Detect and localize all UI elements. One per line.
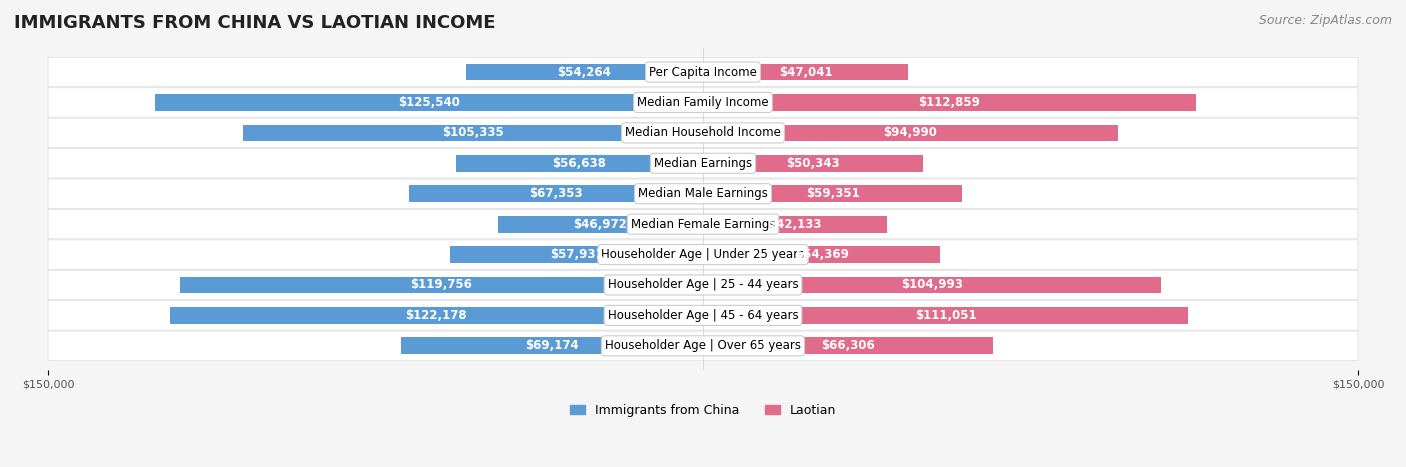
Bar [465, 64, 703, 80]
Text: Per Capita Income: Per Capita Income [650, 65, 756, 78]
Bar [703, 276, 1161, 293]
Text: $69,174: $69,174 [524, 340, 579, 352]
FancyBboxPatch shape [48, 331, 1358, 361]
FancyBboxPatch shape [48, 149, 1358, 178]
Text: $57,931: $57,931 [550, 248, 603, 261]
Text: Median Household Income: Median Household Income [626, 127, 780, 139]
Text: Median Male Earnings: Median Male Earnings [638, 187, 768, 200]
Text: $66,306: $66,306 [821, 340, 875, 352]
Text: Householder Age | 45 - 64 years: Householder Age | 45 - 64 years [607, 309, 799, 322]
Bar [703, 125, 1118, 141]
Text: $119,756: $119,756 [411, 278, 472, 291]
Text: $54,264: $54,264 [558, 65, 612, 78]
Text: $46,972: $46,972 [574, 218, 627, 231]
Text: $125,540: $125,540 [398, 96, 460, 109]
Bar [703, 64, 908, 80]
Text: Householder Age | 25 - 44 years: Householder Age | 25 - 44 years [607, 278, 799, 291]
Text: IMMIGRANTS FROM CHINA VS LAOTIAN INCOME: IMMIGRANTS FROM CHINA VS LAOTIAN INCOME [14, 14, 495, 32]
Text: $54,369: $54,369 [794, 248, 849, 261]
Text: $56,638: $56,638 [553, 157, 606, 170]
Text: Source: ZipAtlas.com: Source: ZipAtlas.com [1258, 14, 1392, 27]
Bar [170, 307, 703, 324]
Bar [703, 155, 922, 172]
Text: $111,051: $111,051 [915, 309, 976, 322]
Bar [703, 185, 962, 202]
Text: Median Female Earnings: Median Female Earnings [631, 218, 775, 231]
Bar [409, 185, 703, 202]
Bar [450, 246, 703, 263]
Legend: Immigrants from China, Laotian: Immigrants from China, Laotian [565, 399, 841, 422]
Text: $47,041: $47,041 [779, 65, 832, 78]
Bar [703, 307, 1188, 324]
Text: $42,133: $42,133 [768, 218, 821, 231]
Text: $105,335: $105,335 [441, 127, 503, 139]
Bar [180, 276, 703, 293]
FancyBboxPatch shape [48, 179, 1358, 208]
Text: $112,859: $112,859 [918, 96, 980, 109]
FancyBboxPatch shape [48, 301, 1358, 330]
Bar [703, 338, 993, 354]
Text: Median Earnings: Median Earnings [654, 157, 752, 170]
Text: Householder Age | Over 65 years: Householder Age | Over 65 years [605, 340, 801, 352]
Text: $122,178: $122,178 [405, 309, 467, 322]
Text: $94,990: $94,990 [883, 127, 938, 139]
Text: $59,351: $59,351 [806, 187, 859, 200]
FancyBboxPatch shape [48, 270, 1358, 300]
Text: $67,353: $67,353 [529, 187, 582, 200]
FancyBboxPatch shape [48, 118, 1358, 148]
Text: $50,343: $50,343 [786, 157, 839, 170]
Bar [703, 94, 1195, 111]
Bar [456, 155, 703, 172]
Bar [498, 216, 703, 233]
Text: $104,993: $104,993 [901, 278, 963, 291]
Bar [401, 338, 703, 354]
Bar [703, 216, 887, 233]
FancyBboxPatch shape [48, 57, 1358, 87]
Text: Median Family Income: Median Family Income [637, 96, 769, 109]
Bar [703, 246, 941, 263]
Bar [155, 94, 703, 111]
FancyBboxPatch shape [48, 210, 1358, 239]
FancyBboxPatch shape [48, 88, 1358, 117]
Text: Householder Age | Under 25 years: Householder Age | Under 25 years [602, 248, 804, 261]
FancyBboxPatch shape [48, 240, 1358, 269]
Bar [243, 125, 703, 141]
